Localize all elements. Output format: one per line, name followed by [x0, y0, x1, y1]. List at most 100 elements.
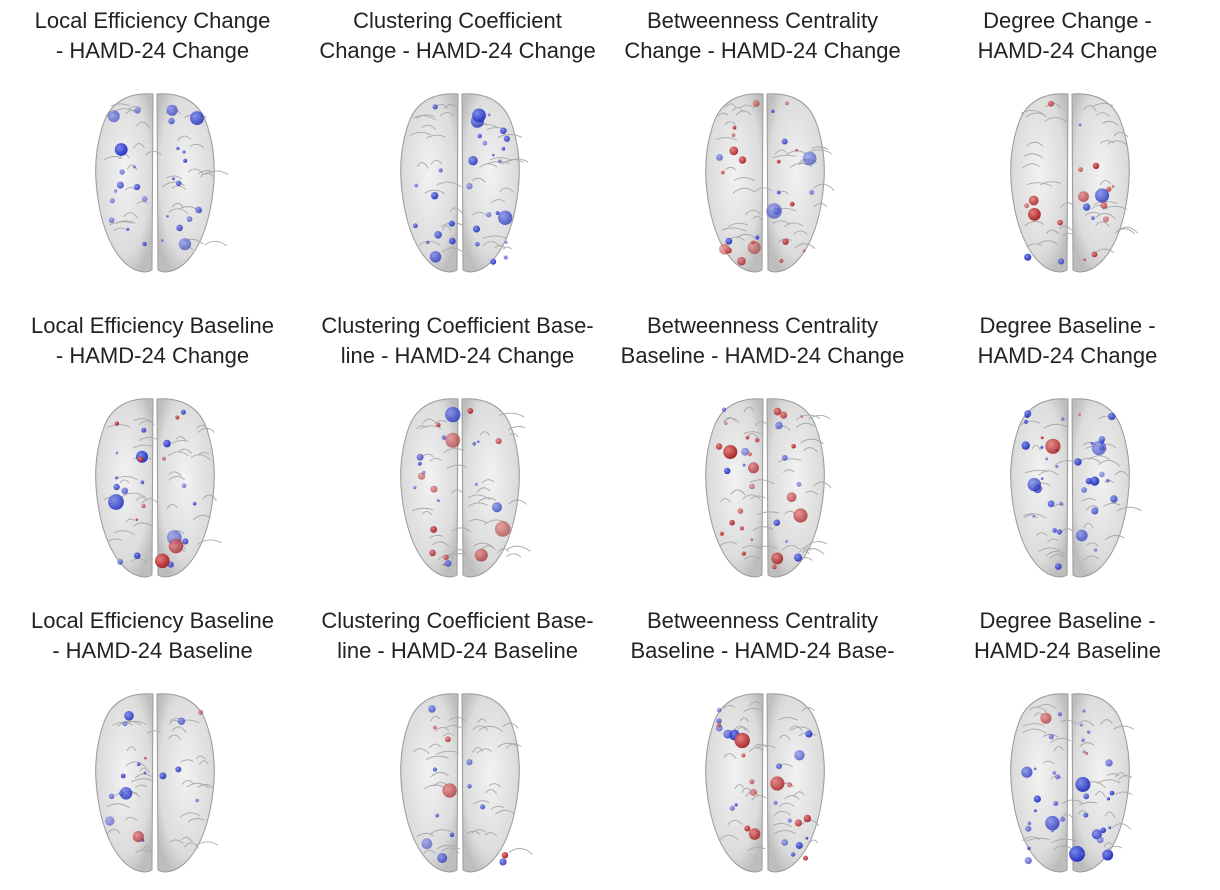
brain-render	[1010, 398, 1142, 578]
node-negative	[1090, 476, 1100, 486]
node-positive	[723, 445, 738, 459]
panel-title-line-2: line - HAMD-24 Change	[340, 343, 575, 368]
node-negative	[741, 447, 750, 456]
node-negative	[795, 842, 803, 849]
node-positive	[747, 240, 761, 255]
brain-panel: Clustering Coefficient Base-line - HAMD-…	[305, 305, 610, 595]
node-positive	[137, 456, 144, 462]
brain-panel: Clustering Coefficient Change - HAMD-24 C…	[305, 0, 610, 290]
node-negative	[445, 406, 461, 423]
node-negative	[414, 183, 419, 188]
node-negative	[501, 146, 506, 151]
node-negative	[413, 223, 418, 229]
brain-render	[95, 398, 222, 578]
node-negative	[114, 143, 128, 156]
node-negative	[108, 217, 115, 224]
node-negative	[716, 154, 723, 161]
panel-title-line-2: Baseline - HAMD-24 Change	[620, 343, 905, 368]
right-hemisphere	[1071, 398, 1130, 578]
node-positive	[800, 415, 803, 418]
node-negative	[133, 552, 141, 559]
brain-panel: Local Efficiency Change - HAMD-24 Change	[0, 0, 305, 290]
node-negative	[1105, 759, 1113, 767]
panel-title: Local Efficiency Baseline - HAMD-24 Chang…	[0, 311, 305, 371]
node-negative	[428, 705, 436, 713]
node-positive	[737, 508, 744, 514]
node-negative	[180, 409, 186, 415]
node-negative	[1083, 793, 1090, 800]
node-positive	[132, 831, 144, 843]
node-positive	[429, 549, 436, 557]
node-negative	[1108, 412, 1116, 421]
node-negative	[416, 453, 424, 461]
node-negative	[122, 721, 128, 727]
node-negative	[436, 499, 440, 503]
node-positive	[467, 408, 474, 414]
panel-title-line-1: Degree Change -	[983, 8, 1152, 33]
panel-title-line-2: HAMD-24 Change	[977, 343, 1158, 368]
node-negative	[429, 251, 442, 263]
node-negative	[724, 467, 731, 475]
node-negative	[1033, 809, 1037, 813]
node-positive	[1028, 208, 1041, 221]
panel-title-line-2: Change - HAMD-24 Change	[319, 38, 596, 63]
node-negative	[490, 258, 497, 265]
node-negative	[175, 766, 182, 773]
node-negative	[805, 836, 809, 840]
node-negative	[771, 109, 775, 113]
node-negative	[477, 133, 482, 139]
node-negative	[198, 208, 203, 213]
brain-panel: Degree Change - HAMD-24 Change	[915, 0, 1220, 290]
node-negative	[192, 501, 197, 506]
node-positive	[1048, 100, 1054, 107]
left-hemisphere	[400, 693, 459, 873]
panel-title-line-1: Betweenness Centrality	[646, 8, 879, 33]
node-negative	[1100, 827, 1106, 834]
node-negative	[790, 852, 796, 857]
panel-title: Degree Baseline - HAMD-24 Change	[915, 311, 1220, 371]
node-positive	[141, 503, 146, 509]
node-negative	[1055, 563, 1062, 570]
node-negative	[1021, 441, 1030, 450]
node-negative	[1059, 501, 1064, 506]
panel-title-line-2: HAMD-24 Change	[977, 38, 1158, 63]
panel-title-line-2: Baseline - HAMD-24 Base-	[630, 638, 895, 663]
node-negative	[172, 177, 175, 181]
node-negative	[183, 158, 188, 163]
node-negative	[426, 240, 430, 244]
node-negative	[773, 519, 781, 526]
node-negative	[1040, 477, 1044, 480]
node-negative	[1025, 825, 1032, 832]
node-negative	[472, 442, 476, 446]
node-negative	[116, 181, 124, 189]
node-positive	[794, 819, 802, 827]
node-negative	[1053, 801, 1059, 806]
node-negative	[421, 838, 433, 850]
node-negative	[176, 146, 180, 151]
node-negative	[781, 138, 788, 145]
node-positive	[773, 407, 782, 416]
node-positive	[162, 456, 166, 461]
panel-title: Betweenness Centrality Change - HAMD-24 C…	[610, 6, 915, 66]
node-positive	[1078, 167, 1083, 172]
node-positive	[474, 548, 488, 562]
node-negative	[794, 750, 805, 761]
node-negative	[1075, 777, 1091, 792]
node-negative	[785, 540, 788, 543]
node-negative	[105, 816, 115, 826]
node-negative	[1083, 812, 1089, 818]
node-negative	[1045, 457, 1049, 461]
node-negative	[500, 127, 507, 135]
right-hemisphere	[766, 93, 825, 273]
node-positive	[144, 756, 147, 760]
node-positive	[719, 531, 724, 536]
node-positive	[135, 518, 139, 521]
node-positive	[432, 725, 437, 730]
panel-title-line-2: - HAMD-24 Change	[55, 343, 250, 368]
node-negative	[503, 255, 508, 260]
node-positive	[752, 100, 760, 107]
node-positive	[749, 483, 755, 490]
node-negative	[107, 110, 120, 123]
node-negative	[476, 440, 480, 443]
node-positive	[445, 736, 451, 743]
